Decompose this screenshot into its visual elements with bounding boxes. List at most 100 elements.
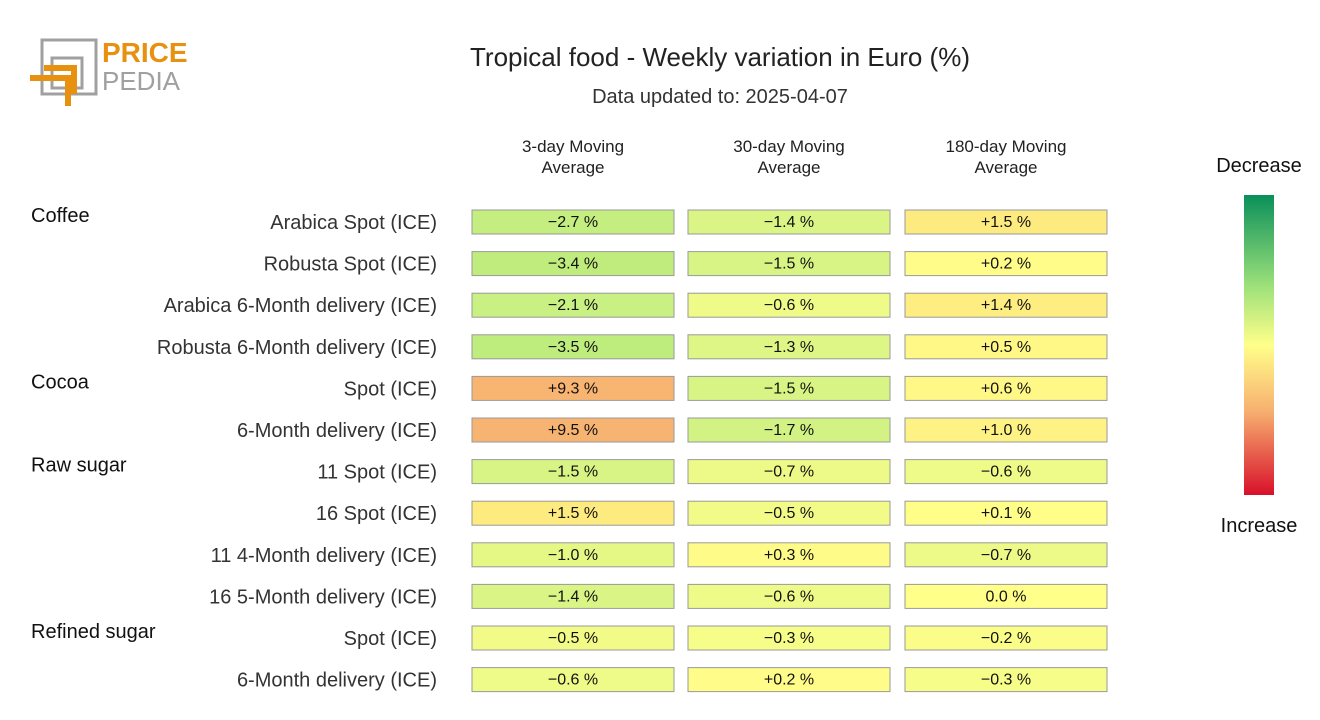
cell-value: −1.0 % [548,547,598,564]
row-label: 6-Month delivery (ICE) [237,670,437,692]
heatmap-cell [687,542,891,568]
heatmap-cell [687,209,891,235]
row-label: Spot (ICE) [344,628,437,650]
heatmap-cell [471,500,675,526]
row-label: 6-Month delivery (ICE) [237,420,437,442]
heatmap-cell [687,375,891,401]
cell-value: +0.1 % [981,505,1031,522]
heatmap-cell [687,251,891,277]
chart-title: Tropical food - Weekly variation in Euro… [470,42,970,72]
heatmap-cell [904,209,1108,235]
heatmap-cell [904,667,1108,693]
cell-value: −1.5 % [764,256,814,273]
cell-value: −1.7 % [764,422,814,439]
cell-value: −0.6 % [764,588,814,605]
cell-value: −3.4 % [548,256,598,273]
cell-value: −0.7 % [764,464,814,481]
column-header-3: 180-day Moving [946,137,1067,156]
heatmap-cell [471,542,675,568]
column-header-2: Average [757,158,820,177]
cell-value: +1.0 % [981,422,1031,439]
cell-value: −0.5 % [764,505,814,522]
group-label: Cocoa [31,371,90,393]
heatmap-cell [471,209,675,235]
heatmap-cell [687,667,891,693]
cell-value: −0.3 % [764,630,814,647]
cell-value: −0.6 % [764,297,814,314]
legend-colorbar [1244,195,1274,495]
heatmap-cell [904,375,1108,401]
cell-value: +1.5 % [981,214,1031,231]
legend-increase-label: Increase [1221,515,1298,537]
heatmap-cell [687,334,891,360]
column-header-3: Average [974,158,1037,177]
group-label: Raw sugar [31,455,127,477]
cell-value: +0.3 % [764,547,814,564]
cell-value: −0.7 % [981,547,1031,564]
row-label: Arabica 6-Month delivery (ICE) [164,295,437,317]
row-label: Arabica Spot (ICE) [270,212,437,234]
cell-value: +0.2 % [764,672,814,689]
heatmap-cell [904,583,1108,609]
cell-value: +9.5 % [548,422,598,439]
heatmap-cell [687,292,891,318]
cell-value: +0.2 % [981,256,1031,273]
legend-decrease-label: Decrease [1216,155,1302,177]
heatmap-cell [687,500,891,526]
column-header-1: Average [541,158,604,177]
heatmap-cell [471,583,675,609]
group-label: Coffee [31,205,90,227]
column-header-1: 3-day Moving [522,137,624,156]
heatmap-cell [471,667,675,693]
group-label: Refined sugar [31,621,156,643]
heatmap-cell [904,459,1108,485]
heatmap-cell [471,375,675,401]
heatmap-cell [687,583,891,609]
row-label: Robusta 6-Month delivery (ICE) [157,337,437,359]
cell-value: −0.6 % [548,672,598,689]
heatmap-cell [471,251,675,277]
heatmap-cell [904,625,1108,651]
cell-value: −2.1 % [548,297,598,314]
logo-pedia-text: PEDIA [102,66,181,96]
cell-value: −1.4 % [764,214,814,231]
heatmap-cell [687,625,891,651]
heatmap-cell [687,459,891,485]
cell-value: −1.5 % [548,464,598,481]
column-header-2: 30-day Moving [733,137,845,156]
cell-value: −1.4 % [548,588,598,605]
heatmap-cell [471,625,675,651]
heatmap-cell [904,334,1108,360]
cell-value: +0.6 % [981,380,1031,397]
row-label: 16 Spot (ICE) [316,503,437,525]
cell-value: −0.3 % [981,672,1031,689]
row-label: 16 5-Month delivery (ICE) [209,586,437,608]
heatmap-cell [904,500,1108,526]
cell-value: −0.6 % [981,464,1031,481]
heatmap-cell [471,292,675,318]
cell-value: +0.5 % [981,339,1031,356]
row-label: 11 4-Month delivery (ICE) [211,545,437,567]
heatmap-cell [904,542,1108,568]
cell-value: 0.0 % [986,588,1027,605]
cell-value: −0.5 % [548,630,598,647]
row-label: Robusta Spot (ICE) [264,254,437,276]
cell-value: +9.3 % [548,380,598,397]
logo-price-text: PRICE [102,37,188,68]
heatmap-cell [687,417,891,443]
heatmap-cell [904,251,1108,277]
cell-value: −0.2 % [981,630,1031,647]
row-label: 11 Spot (ICE) [317,462,437,484]
pricepedia-logo: PRICE PEDIA [28,36,188,116]
row-label: Spot (ICE) [344,378,437,400]
cell-value: −2.7 % [548,214,598,231]
heatmap-cell [471,417,675,443]
cell-value: −3.5 % [548,339,598,356]
cell-value: +1.5 % [548,505,598,522]
cell-value: −1.3 % [764,339,814,356]
cell-value: +1.4 % [981,297,1031,314]
heatmap-cell [904,292,1108,318]
cell-value: −1.5 % [764,380,814,397]
heatmap-cell [471,459,675,485]
